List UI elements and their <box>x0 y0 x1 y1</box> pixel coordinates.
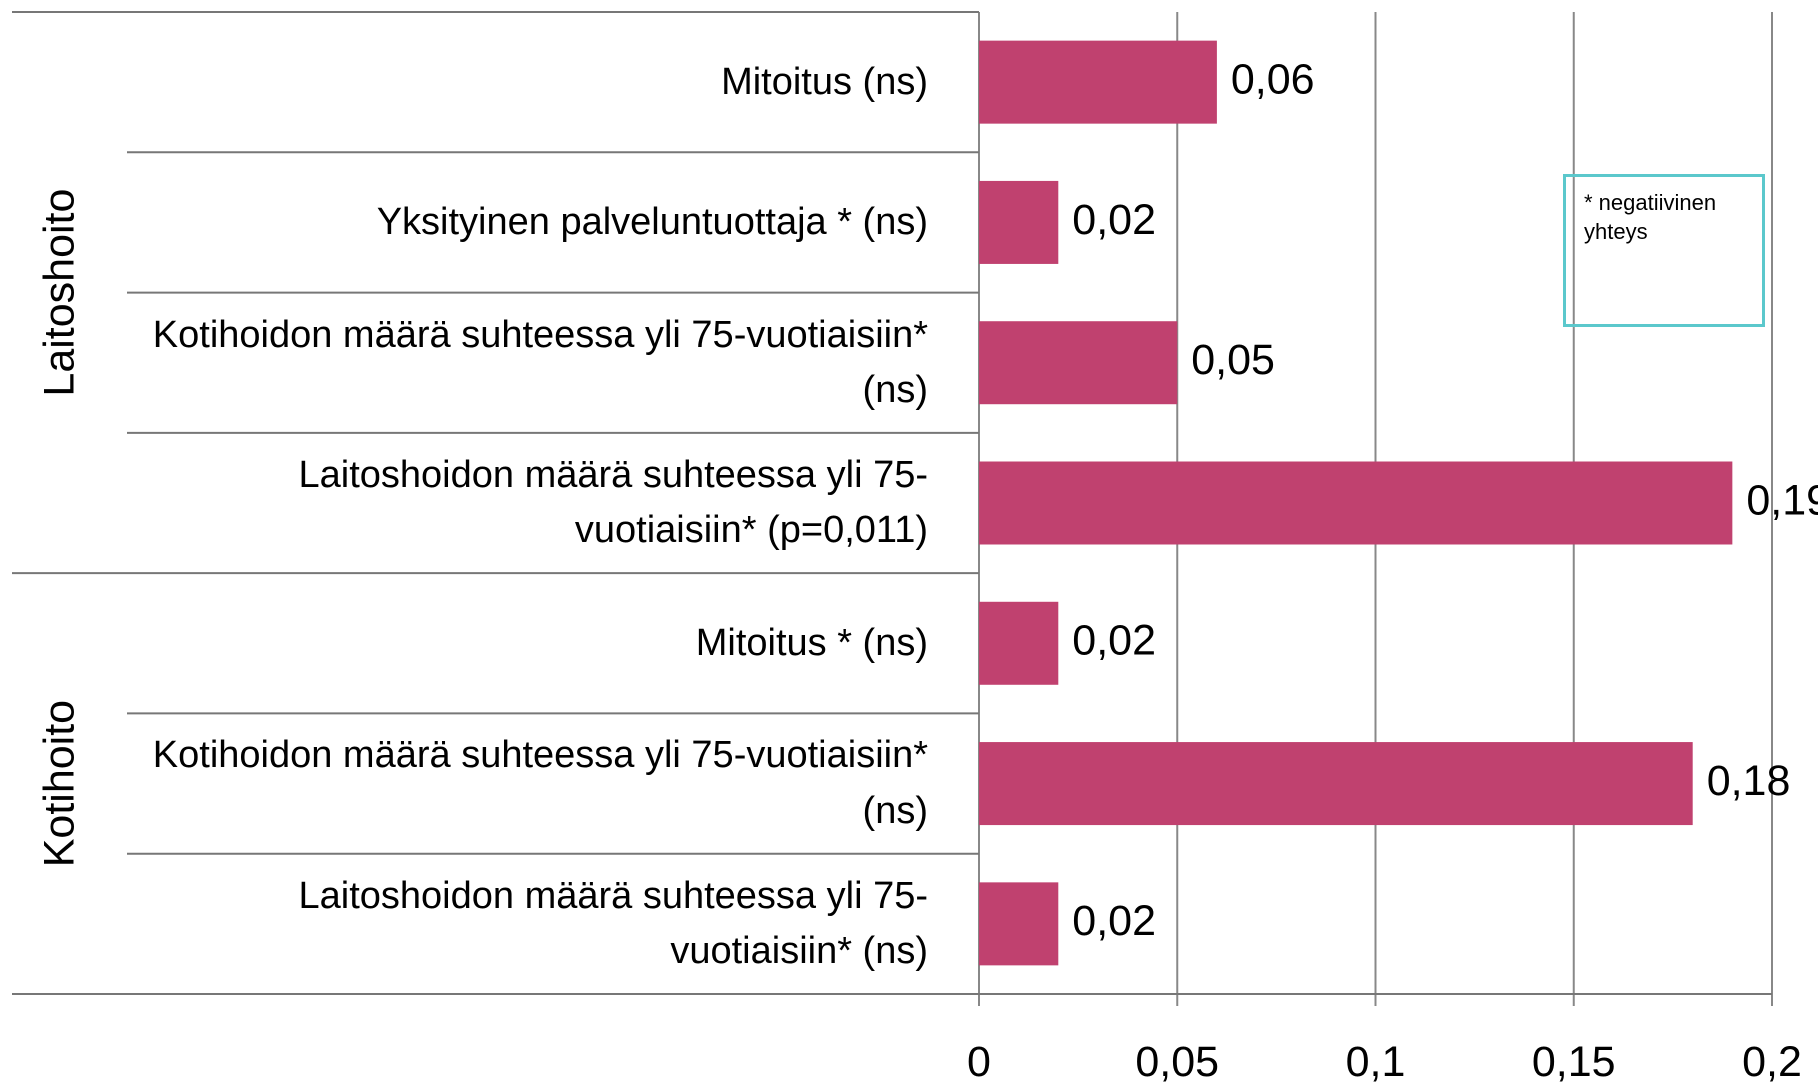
value-label: 0,18 <box>1707 757 1791 805</box>
value-label: 0,19 <box>1746 476 1818 524</box>
group-label: Kotihoito <box>35 700 83 867</box>
category-label: Laitoshoidon määrä suhteessa yli 75-vuot… <box>298 874 929 972</box>
value-label: 0,06 <box>1231 56 1315 104</box>
bar <box>979 601 1059 685</box>
x-tick-label: 0,1 <box>1346 1038 1406 1086</box>
value-label: 0,02 <box>1072 617 1156 665</box>
x-tick-label: 0,05 <box>1135 1038 1219 1086</box>
group-label: Laitoshoito <box>35 189 83 397</box>
value-label: 0,02 <box>1072 897 1156 945</box>
category-label: Laitoshoidon määrä suhteessa yli 75-vuot… <box>298 453 929 551</box>
category-label: Yksityinen palveluntuottaja * (ns) <box>376 200 928 243</box>
x-tick-label: 0,2 <box>1742 1038 1802 1086</box>
category-label: Mitoitus (ns) <box>721 60 928 103</box>
x-tick-label: 0,15 <box>1532 1038 1616 1086</box>
annotation: * negatiivinen yhteys <box>1563 174 1765 327</box>
category-label: Mitoitus * (ns) <box>695 621 928 664</box>
x-tick-label: 0 <box>967 1038 991 1086</box>
value-label: 0,05 <box>1191 336 1275 384</box>
category-label: Kotihoidon määrä suhteessa yli 75-vuotia… <box>152 734 939 832</box>
category-label: Kotihoidon määrä suhteessa yli 75-vuotia… <box>152 313 960 411</box>
bar <box>979 461 1733 545</box>
bar <box>979 742 1693 826</box>
bar <box>979 882 1059 966</box>
bar <box>979 321 1178 405</box>
bar <box>979 40 1217 124</box>
value-label: 0,02 <box>1072 196 1156 244</box>
bar <box>979 180 1059 264</box>
